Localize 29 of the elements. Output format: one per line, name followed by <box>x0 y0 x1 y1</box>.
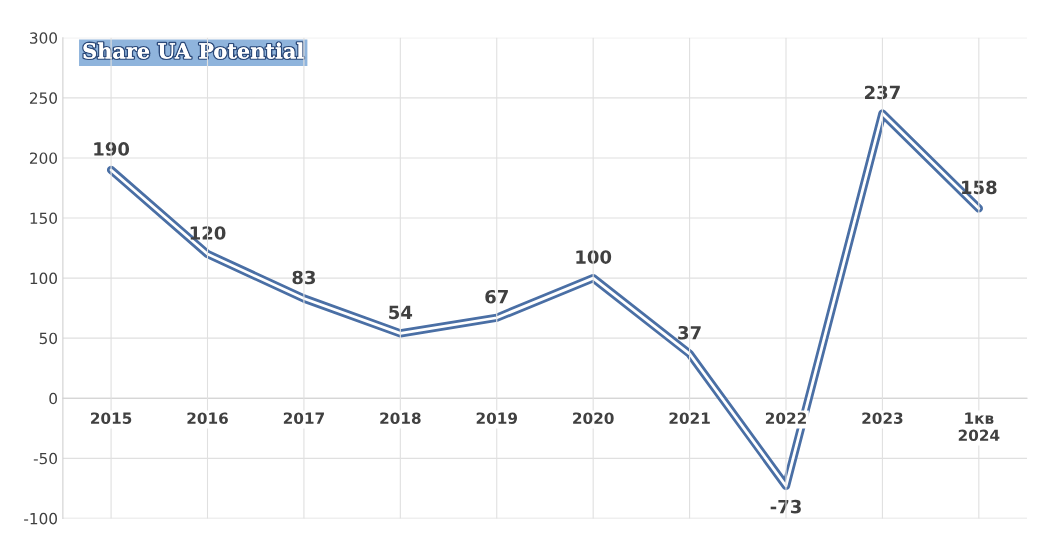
x-tick-label: 2017 <box>283 412 324 424</box>
data-label: 67 <box>485 289 508 304</box>
x-tick-label: 2015 <box>91 412 132 424</box>
x-tick-label: 2023 <box>862 412 903 424</box>
y-tick-label: 0 <box>49 392 57 405</box>
data-label: 83 <box>292 270 316 285</box>
x-tick-label: 2022 <box>765 412 806 424</box>
data-label: 120 <box>190 226 226 240</box>
data-label: 37 <box>678 325 701 340</box>
y-tick-label: 250 <box>29 92 57 104</box>
x-tick-label: 2021 <box>669 412 710 424</box>
y-tick-label: 150 <box>30 212 57 225</box>
x-tick-label: 1кв 2024 <box>958 412 1000 442</box>
data-label: 237 <box>865 85 900 100</box>
y-tick-label: -100 <box>24 512 57 525</box>
y-tick-label: 100 <box>30 272 57 285</box>
data-label: 100 <box>576 250 612 264</box>
y-tick-label: 300 <box>30 32 57 44</box>
data-label: 54 <box>389 305 413 320</box>
x-tick-label: 2018 <box>380 412 421 424</box>
y-tick-label: 50 <box>39 332 57 345</box>
x-tick-label: 2020 <box>573 412 614 424</box>
x-tick-label: 2019 <box>476 412 518 424</box>
data-label: -73 <box>770 499 801 514</box>
data-label: 190 <box>94 142 130 156</box>
y-tick-label: 200 <box>29 152 57 164</box>
x-tick-label: 2016 <box>187 412 228 424</box>
y-tick-label: -50 <box>33 452 57 465</box>
data-label: 158 <box>962 180 997 195</box>
